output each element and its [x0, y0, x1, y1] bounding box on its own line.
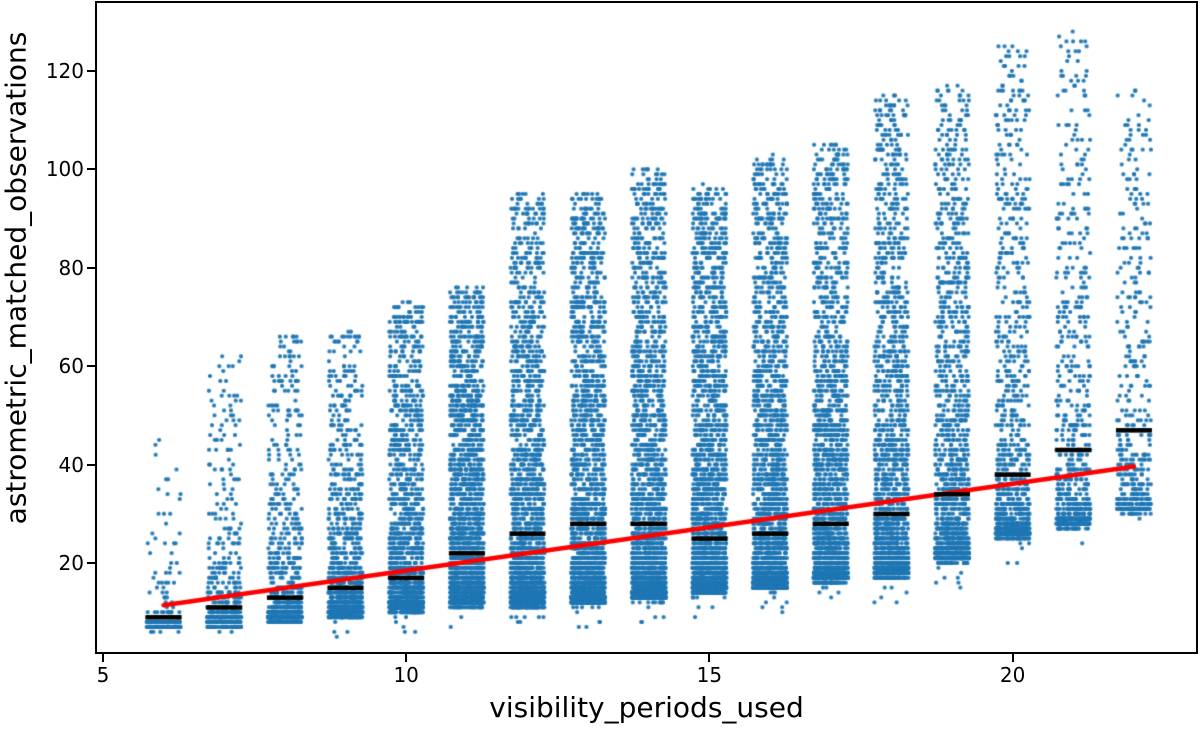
axis-spine-bottom: [95, 652, 1198, 654]
axis-spine-left: [95, 1, 97, 654]
x-tick-label: 15: [696, 663, 723, 687]
y-tick-label: 120: [45, 58, 84, 83]
x-tick-mark: [101, 654, 104, 662]
y-tick-label: 80: [58, 255, 84, 280]
x-tick-label: 10: [393, 663, 419, 687]
x-tick-mark: [405, 654, 408, 662]
y-axis-label: astrometric_matched_observations: [0, 31, 33, 525]
y-tick-mark: [87, 561, 95, 564]
y-tick-label: 100: [45, 157, 84, 182]
y-tick-mark: [87, 266, 95, 269]
x-tick-mark: [1011, 654, 1014, 662]
x-tick-label: 20: [999, 663, 1026, 687]
x-tick-label: 5: [96, 663, 110, 687]
y-tick-mark: [87, 168, 95, 171]
y-tick-mark: [87, 365, 95, 368]
y-tick-mark: [87, 69, 95, 72]
y-tick-mark: [87, 463, 95, 466]
y-tick-label: 40: [58, 452, 84, 477]
axis-spine-right: [1196, 1, 1198, 654]
axis-spine-top: [95, 1, 1198, 3]
y-tick-label: 60: [58, 354, 84, 379]
x-tick-mark: [708, 654, 711, 662]
x-axis-label: visibility_periods_used: [489, 691, 804, 724]
y-tick-label: 20: [58, 550, 84, 575]
